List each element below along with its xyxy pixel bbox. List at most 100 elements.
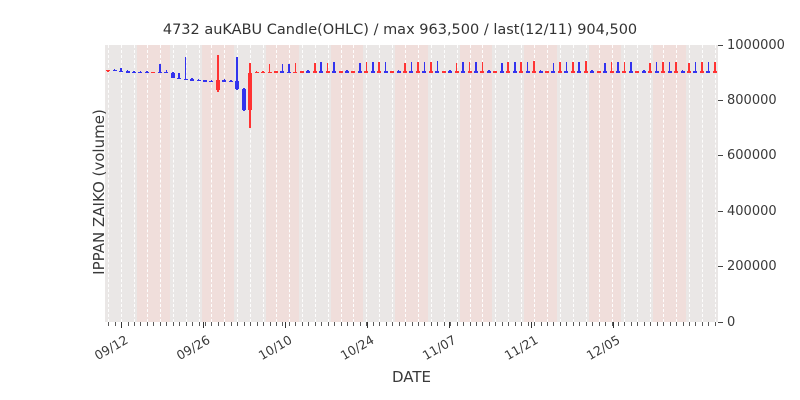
x-axis-minor-tick bbox=[450, 322, 452, 326]
gridline-vertical bbox=[598, 45, 600, 322]
x-axis-minor-tick bbox=[308, 322, 310, 326]
x-axis-minor-tick bbox=[521, 322, 523, 326]
y-tick-mark bbox=[718, 155, 723, 157]
candle-body bbox=[273, 71, 278, 73]
candle-body bbox=[351, 71, 356, 73]
gridline-vertical bbox=[275, 45, 277, 322]
candle-wick bbox=[539, 70, 542, 72]
candle-body bbox=[422, 71, 427, 73]
candle-wick bbox=[288, 64, 290, 73]
candle-body bbox=[486, 71, 491, 73]
gridline-vertical bbox=[508, 45, 510, 322]
candle-body bbox=[596, 71, 601, 73]
candle-body bbox=[106, 70, 111, 72]
x-axis-minor-tick bbox=[243, 322, 245, 326]
background-band bbox=[459, 45, 493, 322]
candle-body bbox=[119, 71, 124, 73]
candle-body bbox=[493, 71, 498, 73]
candle-body bbox=[377, 71, 382, 73]
gridline-vertical bbox=[663, 45, 665, 322]
x-axis-minor-tick bbox=[488, 322, 490, 326]
x-axis-minor-tick bbox=[179, 322, 181, 326]
candle-wick bbox=[520, 61, 522, 72]
x-axis-minor-tick bbox=[443, 322, 445, 326]
plot-area[interactable] bbox=[105, 45, 718, 322]
gridline-vertical bbox=[211, 45, 213, 322]
candle-body bbox=[125, 71, 130, 73]
candle-wick bbox=[236, 57, 239, 90]
candle-wick bbox=[391, 70, 393, 72]
y-tick-label: 400000 bbox=[727, 203, 777, 219]
x-axis-minor-tick bbox=[559, 322, 561, 326]
candle-wick bbox=[494, 70, 497, 72]
x-axis-minor-tick bbox=[547, 322, 548, 326]
candle-body bbox=[641, 71, 646, 73]
candle-wick bbox=[707, 61, 710, 72]
x-axis-minor-tick bbox=[501, 322, 503, 326]
x-axis-minor-tick bbox=[417, 322, 419, 326]
x-axis-minor-tick bbox=[230, 322, 232, 326]
candle-body bbox=[261, 71, 266, 74]
x-axis-minor-tick bbox=[385, 322, 387, 326]
candle-body bbox=[157, 72, 162, 74]
x-axis-minor-tick bbox=[663, 322, 665, 326]
x-axis-minor-tick bbox=[553, 322, 555, 326]
candle-body bbox=[344, 71, 349, 73]
candle-body bbox=[319, 71, 324, 73]
candle-wick bbox=[184, 57, 187, 80]
x-axis-minor-tick bbox=[566, 322, 568, 326]
candle-body bbox=[190, 79, 195, 81]
gridline-vertical bbox=[146, 45, 148, 322]
candle-wick bbox=[546, 70, 548, 72]
candle-wick bbox=[507, 62, 510, 72]
x-axis-minor-tick bbox=[340, 322, 342, 326]
candle-wick bbox=[578, 61, 581, 72]
candle-wick bbox=[146, 71, 148, 73]
candle-body bbox=[203, 80, 207, 82]
gridline-vertical bbox=[676, 45, 678, 322]
candle-body bbox=[435, 71, 440, 73]
candle-body bbox=[177, 77, 182, 79]
candle-wick bbox=[320, 62, 322, 72]
gridline-vertical bbox=[185, 45, 187, 322]
background-band bbox=[137, 45, 170, 322]
candle-body bbox=[648, 71, 653, 73]
x-tick-label: 10/10 bbox=[255, 332, 295, 364]
gridline-vertical bbox=[521, 45, 523, 322]
candle-body bbox=[241, 89, 246, 110]
gridline-vertical bbox=[366, 45, 368, 322]
candle-body bbox=[454, 71, 459, 73]
x-axis-major-tick bbox=[285, 322, 287, 328]
x-axis-minor-tick bbox=[256, 322, 258, 326]
x-axis-major-tick bbox=[613, 322, 615, 328]
x-axis-minor-tick bbox=[224, 322, 226, 326]
x-axis-major-tick bbox=[121, 322, 123, 328]
candle-body bbox=[254, 72, 259, 74]
x-axis-minor-tick bbox=[217, 322, 219, 326]
gridline-vertical bbox=[288, 45, 290, 322]
x-axis-minor-tick bbox=[637, 322, 639, 326]
candle-wick bbox=[662, 62, 664, 72]
candle-body bbox=[615, 71, 620, 73]
candle-wick bbox=[449, 70, 451, 72]
gridline-vertical bbox=[198, 45, 200, 322]
candle-body bbox=[583, 71, 588, 73]
x-axis-major-tick bbox=[449, 322, 451, 328]
x-axis-minor-tick bbox=[405, 322, 407, 326]
candle-body bbox=[299, 71, 304, 73]
x-axis-minor-tick bbox=[456, 322, 458, 326]
gridline-vertical bbox=[650, 45, 652, 322]
candle-wick bbox=[513, 62, 516, 72]
candle-body bbox=[674, 71, 679, 73]
y-tick-mark bbox=[718, 266, 723, 268]
candle-wick bbox=[365, 62, 368, 72]
x-axis-minor-tick bbox=[598, 322, 600, 326]
candle-wick bbox=[397, 70, 400, 72]
candle-wick bbox=[359, 62, 361, 72]
candle-wick bbox=[410, 62, 413, 72]
background-band bbox=[524, 45, 557, 322]
candle-body bbox=[551, 71, 556, 73]
candle-body bbox=[228, 81, 233, 83]
gridline-vertical bbox=[392, 45, 394, 322]
candle-body bbox=[545, 71, 549, 73]
